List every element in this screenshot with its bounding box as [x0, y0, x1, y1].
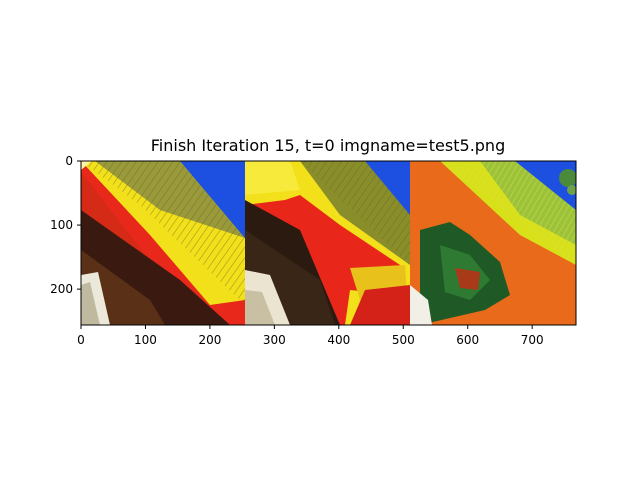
y-axis: 0 100 200: [50, 154, 81, 296]
x-tick-label: 200: [198, 333, 221, 347]
plot-title: Finish Iteration 15, t=0 imgname=test5.p…: [151, 136, 505, 155]
x-tick-label: 300: [263, 333, 286, 347]
x-tick-label: 700: [521, 333, 544, 347]
axes-frame: [80, 160, 577, 326]
x-tick-label: 100: [134, 333, 157, 347]
image-panel-1: [81, 161, 245, 325]
x-tick-label: 500: [392, 333, 415, 347]
x-tick-label: 0: [77, 333, 85, 347]
image-panel-2: [245, 161, 410, 325]
x-axis: 0 100 200 300 400 500 600 700: [77, 325, 544, 347]
y-tick-label: 100: [50, 218, 73, 232]
image-panel-3: [410, 161, 576, 325]
y-tick-label: 200: [50, 282, 73, 296]
x-tick-label: 400: [327, 333, 350, 347]
x-tick-label: 600: [456, 333, 479, 347]
y-tick-label: 0: [65, 154, 73, 168]
